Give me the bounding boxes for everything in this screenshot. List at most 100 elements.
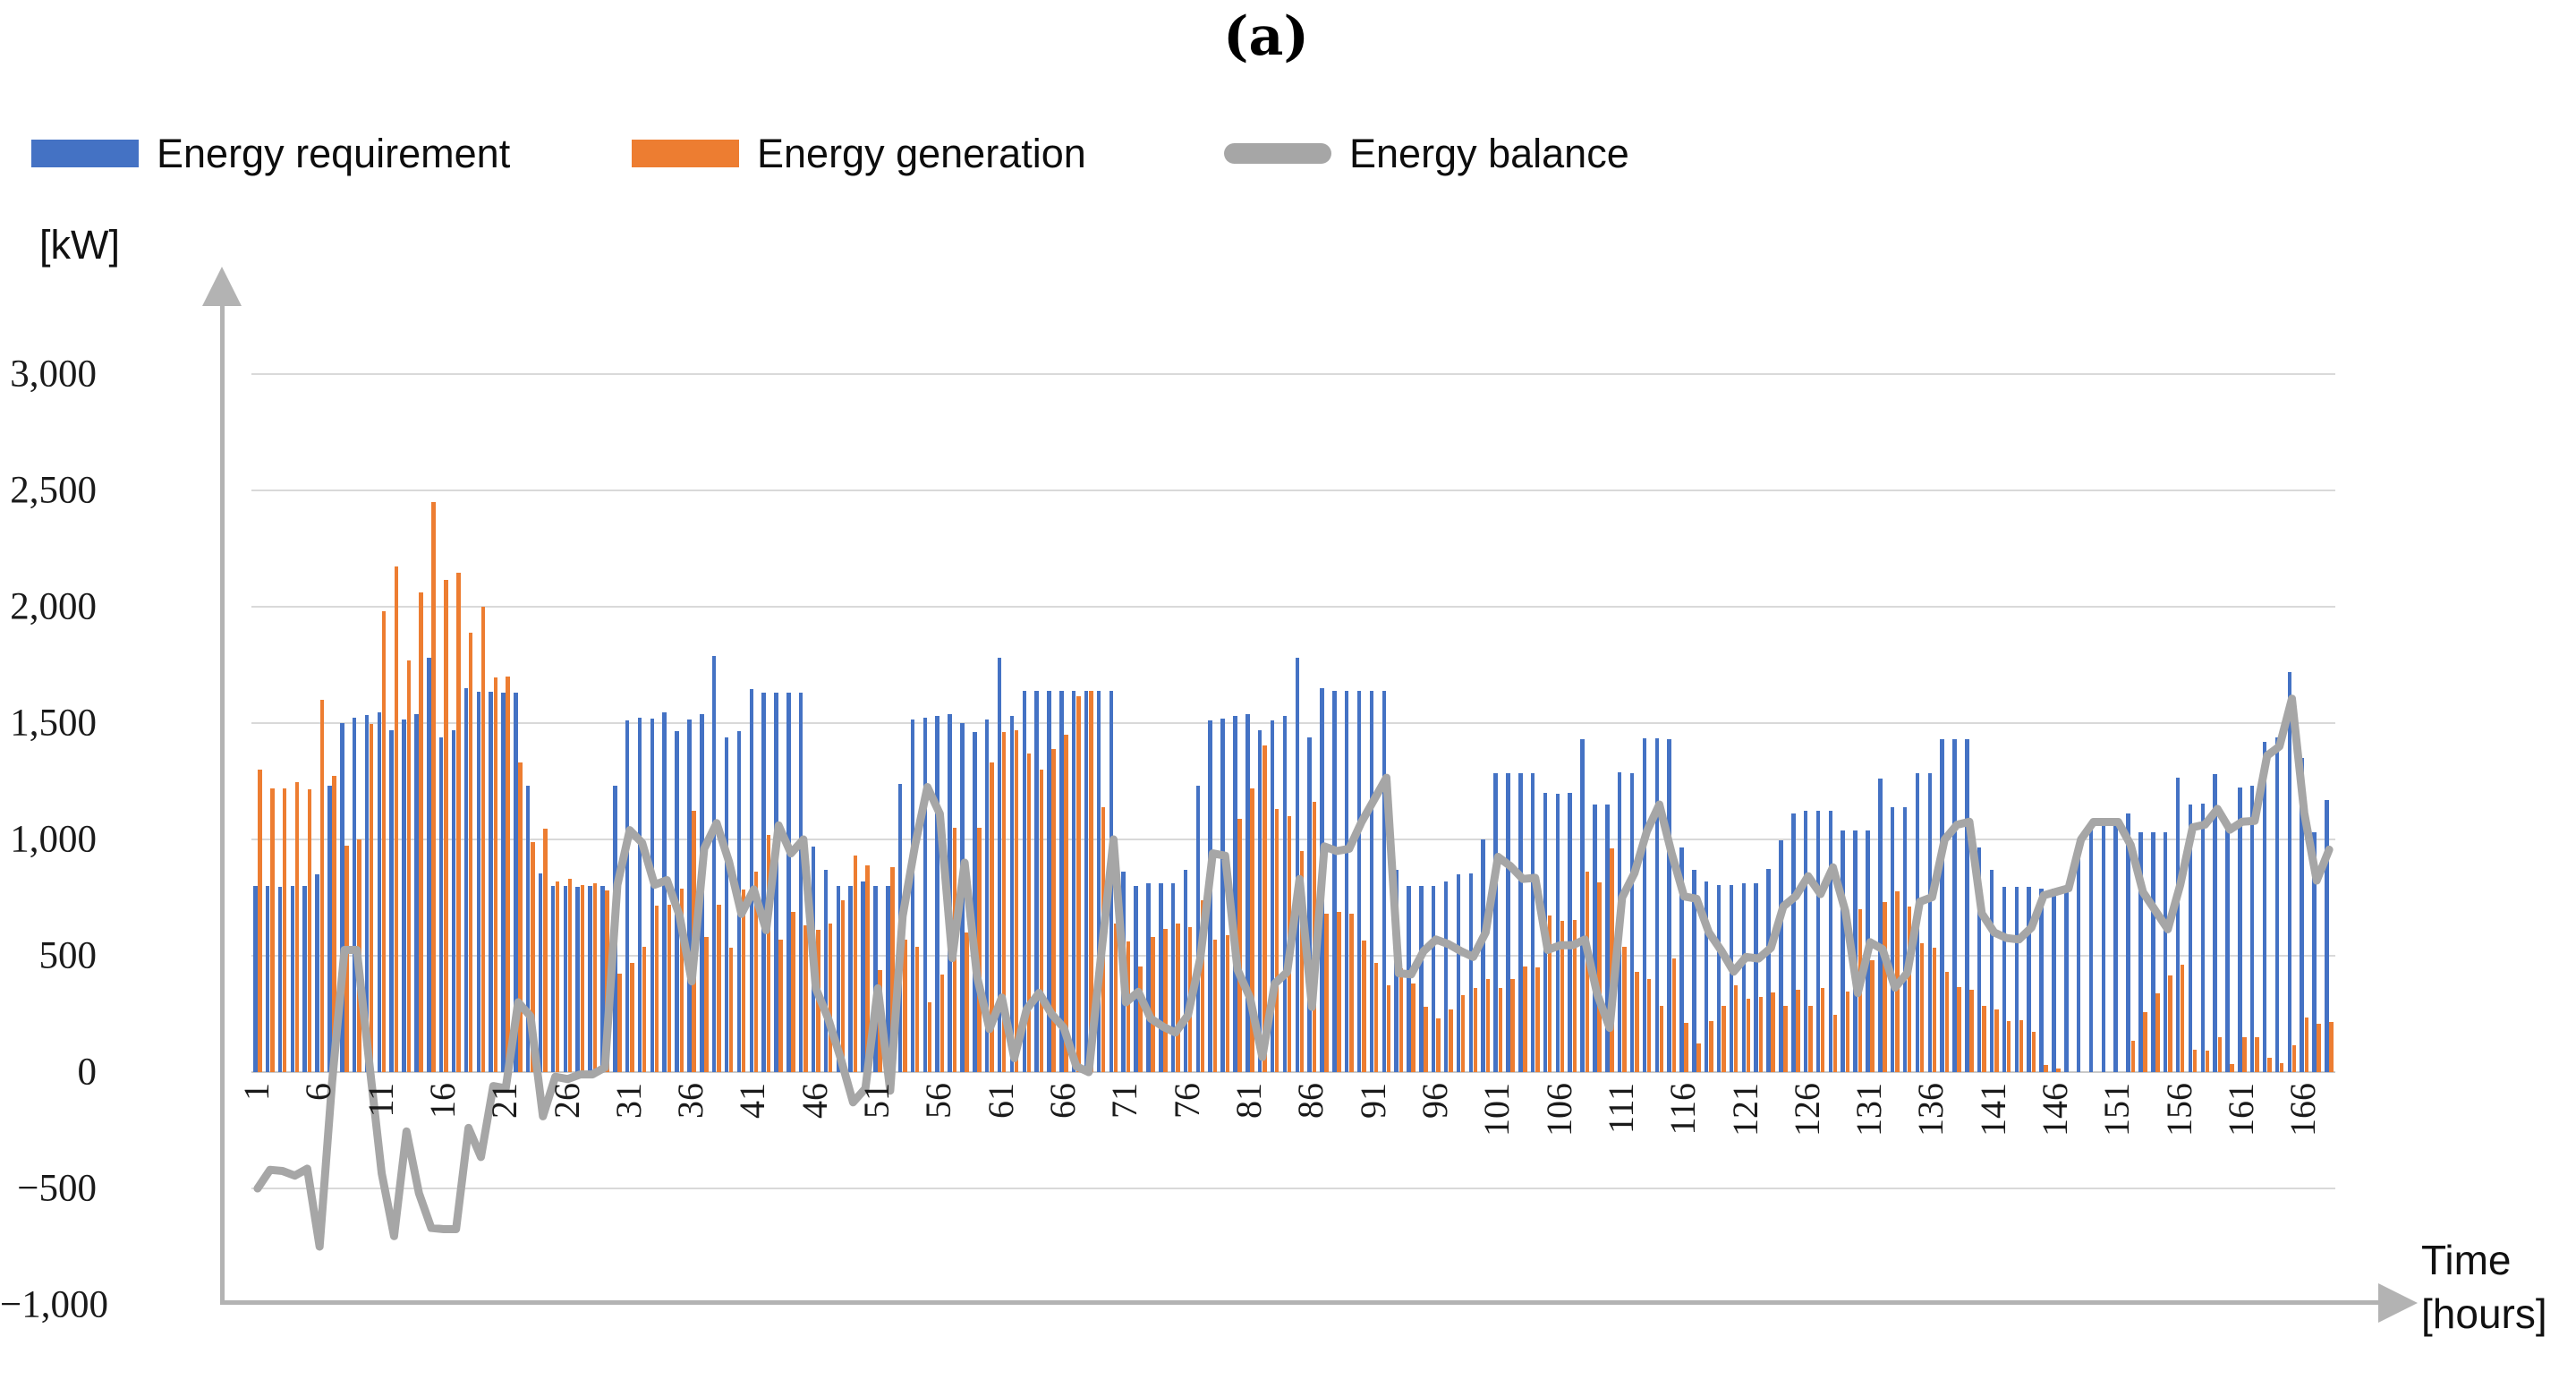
x-tick-label-61: 61 [980,1083,1021,1119]
bar-energy-requirement [1468,873,1474,1072]
y-tick-label: −500 [17,1167,97,1210]
bar-energy-requirement [1009,716,1015,1072]
energy-balance-line [253,694,2334,1251]
bar-energy-requirement [265,886,270,1072]
bar-energy-generation [468,632,473,1072]
bar-energy-requirement [2126,813,2130,1072]
bar-energy-requirement [1828,810,1833,1072]
bar-energy-generation [1138,966,1143,1072]
bar-energy-generation [853,856,858,1072]
bar-energy-generation [791,911,795,1072]
x-tick-label-6: 6 [298,1083,339,1101]
bar-energy-generation [1373,962,1379,1072]
bar-energy-requirement [1084,690,1089,1072]
gridline-2000 [251,605,2335,609]
bar-energy-generation [2255,1037,2259,1072]
bar-energy-requirement [1568,793,1572,1072]
bar-energy-generation [2168,975,2172,1072]
bar-energy-generation [580,884,585,1072]
bar-energy-generation [592,883,597,1072]
x-tick-label-151: 151 [2096,1083,2138,1137]
bar-energy-requirement [1716,884,1722,1072]
bar-energy-generation [493,677,498,1072]
bar-energy-requirement [761,693,766,1072]
bar-energy-generation [1176,923,1180,1072]
bar-energy-generation [914,946,920,1072]
bar-energy-generation [2031,1031,2036,1072]
bar-energy-generation [1113,923,1118,1072]
bar-energy-requirement [798,693,803,1072]
bar-energy-generation [307,789,312,1072]
x-tick-label-111: 111 [1600,1083,1641,1135]
bar-energy-requirement [1332,690,1337,1072]
bar-energy-requirement [823,869,829,1072]
bar-energy-generation [1399,968,1404,1072]
bar-energy-requirement [1741,883,1747,1072]
bar-energy-requirement [1754,883,1758,1072]
bar-energy-generation [1212,939,1218,1072]
x-tick-label-161: 161 [2221,1083,2262,1137]
x-tick-label-126: 126 [1786,1083,1827,1137]
bar-energy-requirement [1159,883,1163,1072]
bar-energy-generation [1733,985,1739,1072]
bar-energy-requirement [1803,810,1808,1072]
bar-energy-generation [2230,1064,2234,1072]
bar-energy-generation [1051,748,1056,1072]
bar-energy-requirement [402,720,406,1072]
bar-energy-generation [1722,1006,1726,1072]
bar-energy-requirement [1245,713,1250,1072]
bar-energy-requirement [724,737,729,1072]
x-tick-label-36: 36 [670,1083,711,1119]
legend-label: Energy requirement [157,131,511,176]
bar-energy-generation [1324,914,1329,1072]
bar-energy-generation [2019,1019,2024,1072]
bar-energy-generation [1982,1006,1986,1072]
bar-energy-generation [444,580,448,1072]
gridline--500 [251,1187,2335,1190]
bar-energy-generation [1237,818,1242,1072]
bar-energy-requirement [687,720,692,1072]
bar-energy-generation [2205,1051,2210,1072]
bar-energy-requirement [1382,690,1387,1072]
bar-energy-requirement [1692,869,1696,1072]
y-tick-label: 0 [77,1051,98,1094]
bar-energy-requirement [922,717,928,1072]
bar-energy-requirement [2113,822,2118,1072]
bar-energy-generation [1957,986,1961,1072]
bar-energy-generation [1671,958,1677,1072]
bar-energy-generation [1460,995,1466,1072]
bar-energy-requirement [1654,737,1660,1072]
bar-energy-requirement [427,658,431,1072]
bar-energy-requirement [1183,869,1188,1072]
bar-energy-requirement [514,693,518,1072]
bar-energy-requirement [935,716,939,1072]
bar-energy-requirement [327,786,332,1072]
bar-energy-generation [1299,851,1305,1072]
y-tick-label: 500 [38,934,98,977]
bar-energy-generation [927,1002,932,1072]
bar-energy-generation [728,947,734,1072]
bar-energy-requirement [1629,772,1635,1072]
bar-energy-generation [1944,971,1950,1072]
bar-energy-requirement [538,873,543,1072]
bar-energy-generation [753,872,759,1072]
bar-energy-generation [840,899,846,1072]
bar-energy-requirement [1071,690,1076,1072]
bar-energy-requirement [2014,887,2019,1072]
bar-energy-requirement [2027,887,2031,1072]
bar-energy-generation [939,974,945,1072]
bar-energy-generation [965,932,969,1072]
legend-label: Energy balance [1349,131,1629,176]
bar-energy-generation [1572,919,1577,1072]
bar-energy-generation [1473,988,1478,1072]
bar-energy-requirement [1170,883,1176,1072]
bar-energy-requirement [1220,718,1225,1072]
bar-energy-generation [381,611,387,1072]
bar-energy-requirement [1481,839,1485,1072]
x-tick-label-66: 66 [1042,1083,1084,1119]
bar-energy-generation [369,724,374,1072]
y-axis-arrowhead-icon [202,267,242,306]
bar-energy-requirement [1419,886,1424,1072]
bar-energy-requirement [2188,805,2193,1072]
bar-energy-requirement [2262,741,2267,1072]
